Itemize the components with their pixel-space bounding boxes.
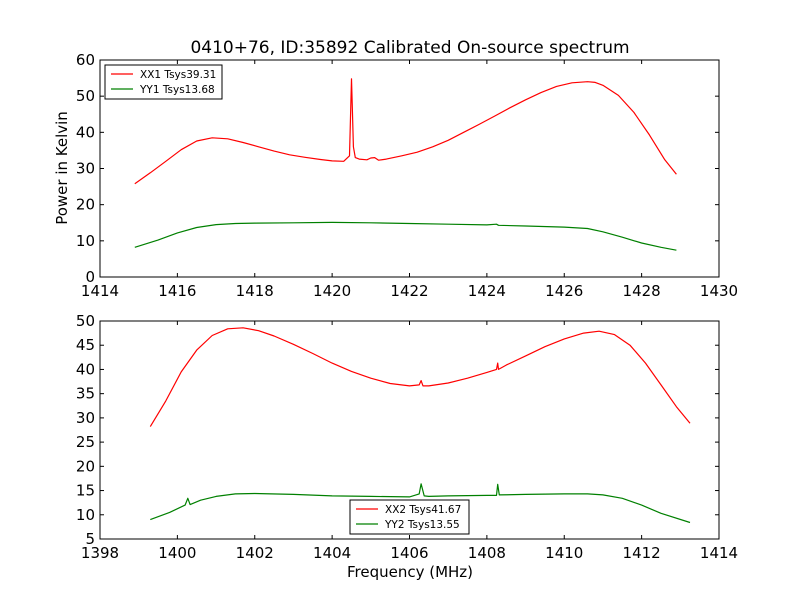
top-x-tick-label: 1420	[313, 282, 351, 300]
bottom-y-tick-label: 45	[76, 336, 95, 354]
bottom-y-tick-label: 40	[76, 360, 95, 378]
top-plot: 1414 1416 1418 1420 1422 1424 1426 1428 1430 0 10 2…	[76, 51, 738, 300]
bottom-legend-label-2: YY2 Tsys13.55	[384, 519, 460, 531]
top-y-tick-label: 40	[76, 123, 95, 141]
top-legend-label-2: YY1 Tsys13.68	[139, 84, 215, 96]
bottom-y-tick-label: 30	[76, 409, 95, 427]
bottom-plot: 1398 1400 1402 1404 1406 1408 1410 1412 1414 5 10 1…	[76, 312, 738, 562]
top-x-tick-label: 1418	[236, 282, 274, 300]
bottom-y-tick-label: 35	[76, 385, 95, 403]
bottom-y-tick-label: 20	[76, 457, 95, 475]
top-y-axis-label: Power in Kelvin	[53, 111, 71, 225]
bottom-x-tick-label: 1408	[468, 544, 506, 562]
bottom-x-tick-label: 1400	[158, 544, 196, 562]
bottom-y-tick-label: 25	[76, 433, 95, 451]
top-y-tick-label: 60	[76, 51, 95, 69]
bottom-legend-box	[349, 499, 470, 535]
top-x-tick-label: 1422	[390, 282, 428, 300]
bottom-series-line-2	[150, 483, 691, 524]
bottom-x-tick-label: 1410	[545, 544, 583, 562]
bottom-x-tick-label: 1398	[81, 544, 119, 562]
bottom-x-tick-label: 1402	[236, 544, 274, 562]
top-y-tick-label: 10	[76, 232, 95, 250]
bottom-x-tick-label: 1412	[623, 544, 661, 562]
bottom-y-tick-label: 5	[85, 530, 95, 548]
bottom-legend-label-1: XX2 Tsys41.67	[385, 504, 461, 516]
bottom-x-axis-label: Frequency (MHz)	[347, 563, 473, 581]
bottom-y-tick-label: 10	[76, 506, 95, 524]
bottom-x-tick-label: 1404	[313, 544, 351, 562]
top-x-tick-label: 1416	[158, 282, 196, 300]
bottom-y-tick-label: 50	[76, 312, 95, 330]
top-legend: XX1 Tsys39.31 YY1 Tsys13.68	[104, 64, 223, 100]
top-y-tick-label: 30	[76, 160, 95, 178]
top-y-tick-label: 20	[76, 196, 95, 214]
top-y-tick-label: 0	[85, 268, 95, 286]
top-x-tick-label: 1428	[623, 282, 661, 300]
bottom-x-tick-label: 1406	[390, 544, 428, 562]
top-series-line-1	[134, 78, 677, 185]
top-x-tick-label: 1414	[81, 282, 119, 300]
chart-title: 0410+76, ID:35892 Calibrated On-source s…	[190, 38, 629, 58]
top-legend-box	[104, 64, 223, 100]
top-series-line-2	[134, 221, 677, 251]
top-y-tick-label: 50	[76, 87, 95, 105]
bottom-y-tick-label: 15	[76, 482, 95, 500]
top-x-tick-label: 1426	[545, 282, 583, 300]
bottom-x-tick-label: 1414	[700, 544, 738, 562]
bottom-legend: XX2 Tsys41.67 YY2 Tsys13.55	[349, 499, 470, 535]
top-x-tick-label: 1430	[700, 282, 738, 300]
top-x-tick-label: 1424	[468, 282, 506, 300]
bottom-series-line-1	[149, 327, 691, 427]
top-legend-label-1: XX1 Tsys39.31	[140, 69, 216, 81]
